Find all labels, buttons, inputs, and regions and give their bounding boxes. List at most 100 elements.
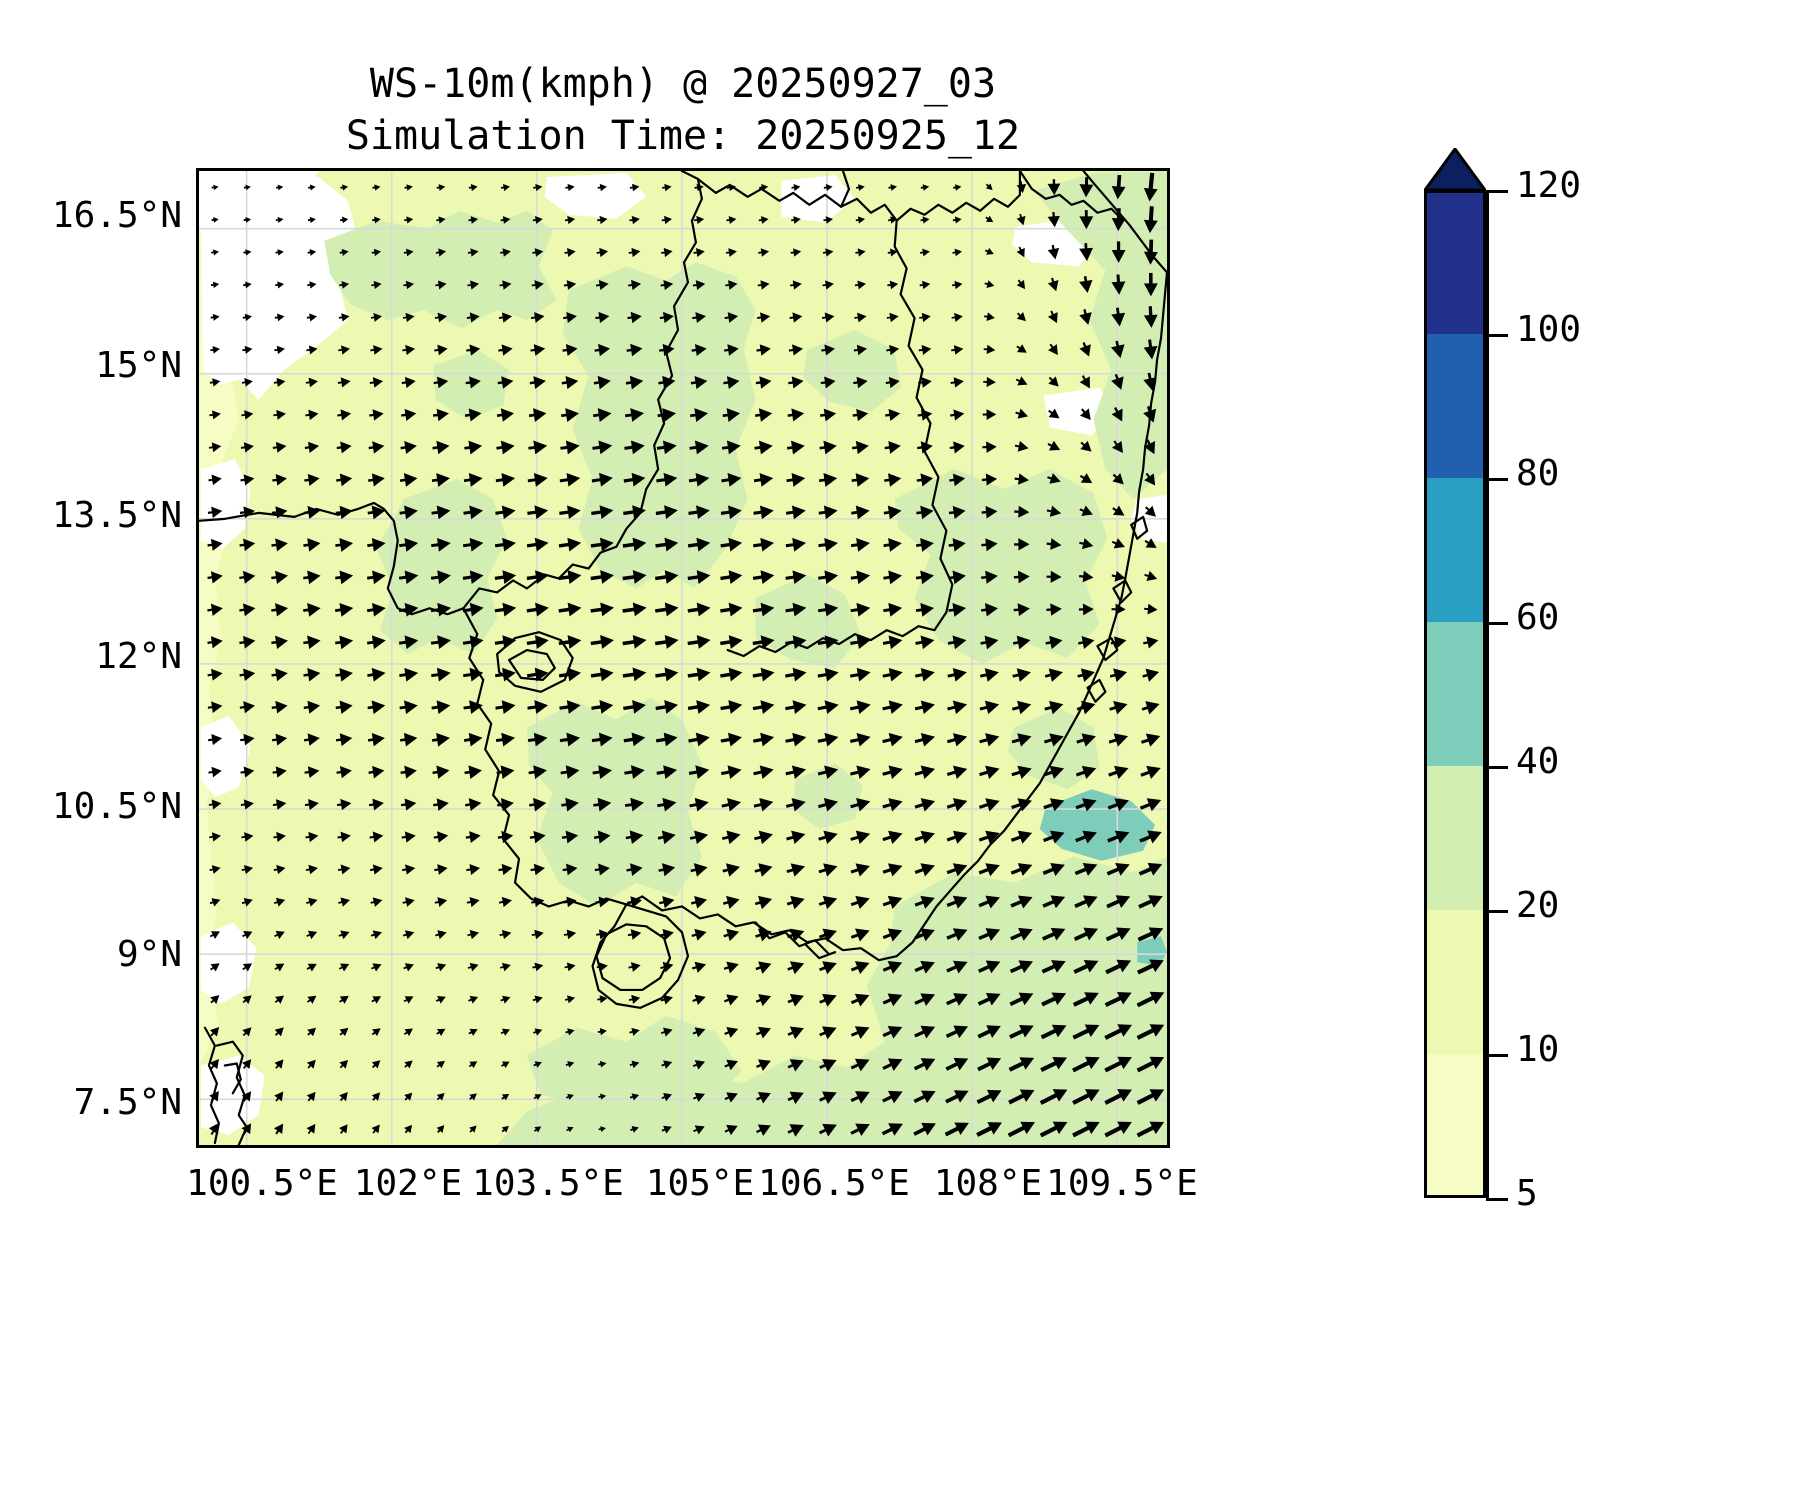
colorbar-band-5-10 <box>1424 1054 1486 1198</box>
contour-band-20-40 <box>755 574 861 668</box>
wind-vector-arrow <box>501 1125 509 1133</box>
wind-vector-arrow <box>913 1122 936 1136</box>
wind-vector-arrow <box>210 313 220 321</box>
wind-vector-arrow <box>306 930 318 940</box>
wind-vector-arrow <box>629 215 640 225</box>
wind-vector-arrow <box>820 376 836 389</box>
wind-vector-arrow <box>850 1026 870 1039</box>
wind-vector-arrow <box>946 798 968 812</box>
wind-vector-arrow <box>660 280 674 291</box>
wind-vector-arrow <box>463 700 483 715</box>
wind-vector-arrow <box>820 408 837 422</box>
wind-vector-arrow <box>757 312 771 323</box>
wind-vector-arrow <box>1079 243 1093 262</box>
wind-vector-arrow <box>819 993 837 1007</box>
wind-vector-arrow <box>1040 1056 1068 1073</box>
contour-band-40-60 <box>1039 789 1156 861</box>
ytick-label-10-5: 10.5°N <box>51 786 182 827</box>
wind-vector-arrow <box>401 831 416 843</box>
wind-vector-arrow <box>1111 274 1126 295</box>
wind-vector-arrow <box>982 441 997 453</box>
wind-vector-arrow <box>687 602 711 617</box>
wind-vector-arrow <box>884 473 902 487</box>
wind-vector-arrow <box>494 537 516 552</box>
colorbar-tick-100 <box>1486 334 1508 337</box>
wind-vector-arrow <box>689 440 709 455</box>
wind-vector-arrow <box>242 1059 252 1069</box>
wind-vector-arrow <box>431 537 451 552</box>
wind-vector-arrow <box>335 570 354 585</box>
wind-vector-arrow <box>976 1089 1002 1105</box>
wind-vector-arrow <box>307 249 317 256</box>
wind-vector-arrow <box>882 765 903 780</box>
wind-vector-arrow <box>949 441 965 454</box>
wind-vector-arrow <box>945 1025 969 1039</box>
wind-vector-arrow <box>721 797 742 812</box>
wind-vector-arrow <box>786 830 806 845</box>
wind-vector-arrow <box>467 962 479 972</box>
wind-vector-arrow <box>1110 340 1125 359</box>
wind-vector-arrow <box>372 216 381 224</box>
wind-vector-arrow <box>946 765 968 780</box>
wind-vector-arrow <box>500 995 511 1004</box>
wind-vector-arrow <box>371 996 382 1004</box>
wind-vector-arrow <box>242 345 253 354</box>
wind-vector-arrow <box>949 473 966 487</box>
wind-vector-arrow <box>1105 927 1131 942</box>
wind-vector-arrow <box>882 1090 903 1104</box>
wind-vector-arrow <box>1039 1121 1068 1138</box>
wind-vector-arrow <box>655 667 679 682</box>
wind-vector-arrow <box>659 896 675 909</box>
wind-vector-arrow <box>595 311 610 324</box>
wind-vector-arrow <box>463 732 483 747</box>
colorbar[interactable]: 120 100 80 60 40 20 10 5 <box>1424 148 1754 1214</box>
wind-vector-arrow <box>720 505 742 520</box>
wind-vector-arrow <box>1079 375 1090 389</box>
xtick-label-105: 105°E <box>645 1163 755 1204</box>
wind-vector-arrow <box>985 215 994 223</box>
wind-vector-arrow <box>628 247 641 258</box>
wind-vector-arrow <box>791 184 801 192</box>
wind-vector-arrow <box>852 440 869 455</box>
wind-vector-arrow <box>1012 635 1031 650</box>
wind-vector-arrow <box>819 1059 837 1072</box>
contour-band-20-40 <box>497 856 1167 1145</box>
wind-vector-arrow <box>306 1059 316 1069</box>
wind-vector-arrow <box>1143 339 1158 360</box>
wind-vector-arrow <box>306 995 317 1004</box>
wind-vector-arrow <box>371 1124 380 1134</box>
wind-vector-arrow <box>241 1123 252 1135</box>
wind-vector-arrow <box>723 928 740 942</box>
wind-vector-arrow <box>304 799 319 811</box>
wind-vector-arrow <box>786 863 806 877</box>
wind-vector-arrow <box>914 960 935 974</box>
wind-vector-arrow <box>785 798 806 812</box>
wind-vector-arrow <box>561 375 579 390</box>
wind-vector-arrow <box>1010 830 1033 844</box>
wind-vector-arrow <box>532 962 544 972</box>
wind-vector-arrow <box>882 1026 903 1039</box>
wind-vector-arrow <box>304 441 320 454</box>
wind-vector-arrow <box>1079 538 1094 550</box>
wind-vector-arrow <box>528 440 548 455</box>
wind-vector-arrow <box>1143 239 1158 265</box>
wind-vector-arrow <box>369 864 383 875</box>
map-plot-area[interactable] <box>196 168 1170 1148</box>
wind-vector-arrow <box>851 505 870 520</box>
wind-vector-arrow <box>1047 473 1061 484</box>
wind-vector-arrow <box>655 700 679 714</box>
wind-vector-arrow <box>850 537 870 552</box>
wind-vector-arrow <box>243 184 251 191</box>
wind-vector-arrow <box>436 1060 445 1069</box>
wind-vector-arrow <box>788 376 804 389</box>
wind-vector-arrow <box>366 602 386 617</box>
wind-vector-arrow <box>434 864 448 875</box>
wind-vector-arrow <box>1109 701 1128 715</box>
colorbar-label-60: 60 <box>1516 597 1560 638</box>
contour-band-40-60 <box>1137 936 1167 967</box>
wind-vector-arrow <box>817 798 839 812</box>
wind-vector-arrow <box>1041 960 1066 974</box>
wind-vector-arrow <box>950 409 965 421</box>
wind-vector-arrow <box>753 797 774 812</box>
wind-vector-arrow <box>274 1091 284 1102</box>
